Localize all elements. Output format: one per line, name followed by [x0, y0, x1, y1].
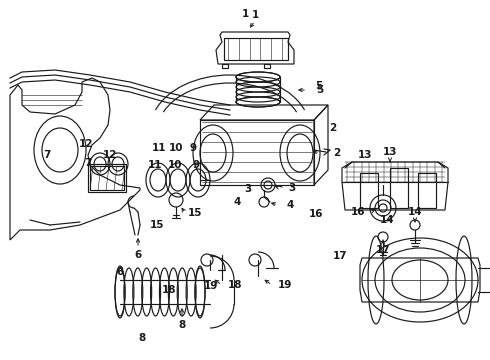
Text: 2: 2: [333, 148, 341, 158]
Text: 11: 11: [148, 160, 162, 170]
Text: 4: 4: [286, 200, 294, 210]
Text: 4: 4: [234, 197, 242, 207]
Text: 7: 7: [84, 158, 92, 168]
Text: 10: 10: [169, 143, 184, 153]
Text: 12: 12: [78, 139, 93, 149]
Text: 14: 14: [408, 207, 422, 217]
Text: 1: 1: [251, 10, 259, 20]
Text: 1: 1: [242, 9, 248, 19]
Text: 17: 17: [376, 245, 391, 255]
Text: 9: 9: [193, 160, 199, 170]
Text: 10: 10: [168, 160, 182, 170]
Bar: [418, 173, 436, 208]
Text: 18: 18: [162, 285, 176, 295]
Text: 16: 16: [309, 209, 323, 219]
Bar: [88, 164, 126, 192]
Text: 15: 15: [188, 208, 202, 218]
Text: 6: 6: [134, 250, 142, 260]
Text: 5: 5: [315, 81, 322, 91]
Bar: [224, 38, 288, 60]
Text: 17: 17: [333, 251, 348, 261]
Text: 13: 13: [383, 147, 397, 157]
Text: 3: 3: [289, 183, 295, 193]
Text: 19: 19: [278, 280, 292, 290]
Text: 8: 8: [178, 320, 186, 330]
Bar: [90, 166, 124, 190]
Text: 3: 3: [244, 184, 251, 194]
Text: 6: 6: [117, 267, 123, 277]
Text: 9: 9: [190, 143, 197, 153]
Text: 14: 14: [380, 215, 394, 225]
Text: 19: 19: [203, 281, 218, 291]
Text: 18: 18: [228, 280, 242, 290]
Bar: [360, 173, 378, 208]
Text: 15: 15: [149, 220, 164, 230]
Text: 13: 13: [358, 150, 372, 160]
Text: 16: 16: [351, 207, 365, 217]
Text: 7: 7: [43, 150, 50, 160]
Bar: [390, 168, 408, 208]
Text: 12: 12: [103, 150, 117, 160]
Text: 11: 11: [152, 143, 167, 153]
Text: 2: 2: [330, 123, 337, 133]
Text: 5: 5: [317, 85, 323, 95]
Text: 8: 8: [139, 333, 146, 343]
